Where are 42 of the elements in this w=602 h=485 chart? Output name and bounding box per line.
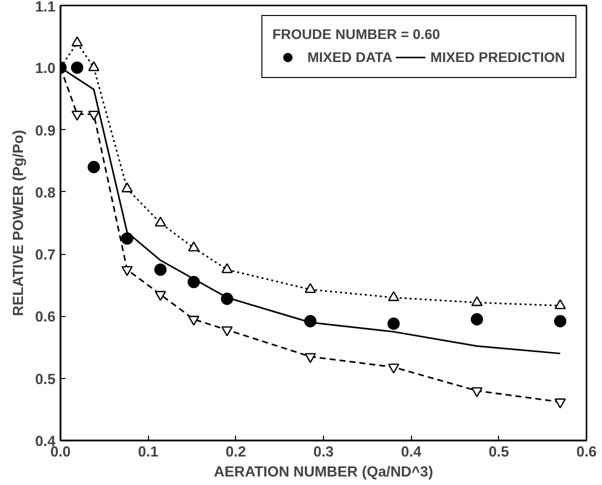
point [71,62,84,74]
point [154,290,166,301]
y-tick-label: 1.1 [35,0,56,16]
point [554,315,566,328]
point [304,283,316,294]
point [154,263,167,276]
point [88,160,100,174]
y-tick-label: 0.7 [35,248,56,264]
y-tick-label: 0.9 [35,123,56,140]
point [188,241,200,252]
x-tick-label: 0.5 [488,444,510,460]
point [72,36,83,46]
y-tick-label: 0.8 [35,185,56,202]
point [387,318,400,330]
point [188,316,200,326]
point [554,398,566,408]
x-tick-label: 0.4 [400,444,422,460]
legend-label: MIXED DATA [307,49,392,65]
y-tick-label: 0.5 [35,372,56,388]
point [221,263,233,274]
y-tick-label: 0.6 [35,310,56,326]
x-tick-label: 0.3 [313,444,334,460]
x-axis-title: AERATION NUMBER (Qa/ND^3) [214,464,434,480]
point [154,216,166,227]
point [470,313,484,326]
legend-title: FROUDE NUMBER = 0.60 [272,26,442,42]
legend-label: MIXED PREDICTION [430,49,565,65]
x-tick-label: 0.0 [50,444,71,460]
x-tick-label: 0.1 [138,444,158,460]
point [221,326,233,336]
point [88,61,100,72]
point [120,232,134,245]
point [388,364,400,374]
point [388,291,400,302]
point [471,296,483,306]
y-tick-label: 1.0 [35,61,56,78]
y-axis-title: RELATIVE POWER (Pg/Po) [11,130,28,316]
point [471,387,483,398]
point [304,353,316,364]
point [121,182,133,192]
x-tick-label: 0.6 [576,444,597,460]
x-tick-label: 0.2 [226,444,246,460]
